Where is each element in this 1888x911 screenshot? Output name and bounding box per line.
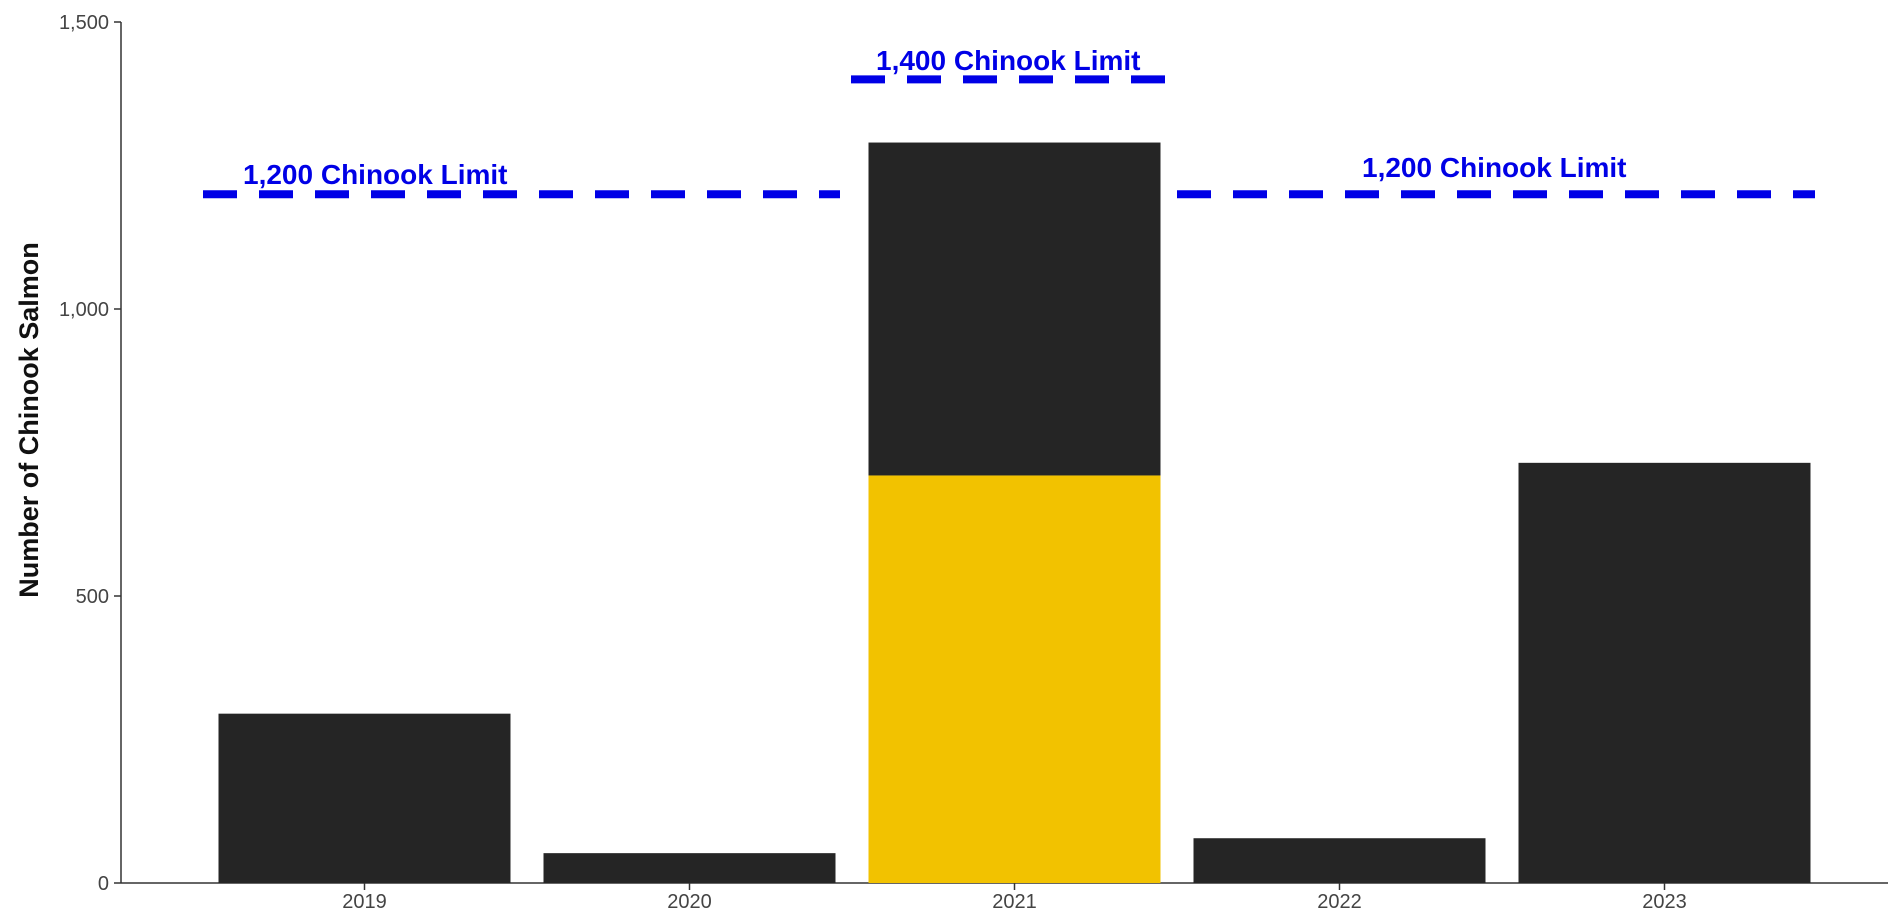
axis-labels: 0 500 1,000 1,500 2019 2020 2021 2022 2023 — [59, 12, 1687, 911]
bars — [218, 142, 1811, 883]
y-axis-title: Number of Chinook Salmon — [14, 242, 44, 598]
y-tick-label: 0 — [98, 873, 109, 895]
x-tick-label: 2020 — [667, 891, 712, 911]
y-tick-label: 500 — [76, 586, 109, 608]
x-tick-label: 2023 — [1642, 891, 1687, 911]
limit-label-3: 1,200 Chinook Limit — [1362, 152, 1627, 183]
y-tick-label: 1,000 — [59, 299, 109, 321]
limit-label-2: 1,400 Chinook Limit — [876, 45, 1141, 76]
bar-2022-series-1 — [1193, 838, 1486, 883]
limit-lines: 1,200 Chinook Limit 1,400 Chinook Limit 1,… — [203, 45, 1815, 199]
bar-2023-series-1 — [1518, 462, 1811, 883]
bar-2021-series-0 — [868, 475, 1161, 883]
x-tick-label: 2021 — [992, 891, 1037, 911]
bar-2021-series-1 — [868, 142, 1161, 476]
bar-2020-series-1 — [543, 853, 836, 883]
x-tick-label: 2022 — [1317, 891, 1362, 911]
bar-2019-series-1 — [218, 713, 511, 883]
x-tick-label: 2019 — [342, 891, 387, 911]
limit-label-1: 1,200 Chinook Limit — [243, 159, 508, 190]
y-tick-label: 1,500 — [59, 12, 109, 34]
